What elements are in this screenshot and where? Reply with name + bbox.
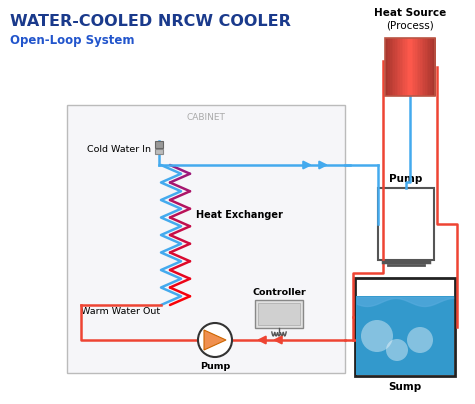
Bar <box>355 278 455 376</box>
Text: Heat Source: Heat Source <box>374 8 446 18</box>
Bar <box>389 38 390 96</box>
Text: Pump: Pump <box>200 362 230 371</box>
Text: Open-Loop System: Open-Loop System <box>10 34 134 47</box>
Circle shape <box>198 323 232 357</box>
Bar <box>405 38 407 96</box>
Bar <box>258 303 300 325</box>
Bar <box>427 38 429 96</box>
Bar <box>255 300 303 328</box>
Bar <box>402 38 404 96</box>
Bar <box>67 105 345 373</box>
Bar <box>393 38 396 96</box>
Bar <box>400 38 402 96</box>
Bar <box>430 38 432 96</box>
Bar <box>407 38 409 96</box>
Bar <box>392 38 394 96</box>
Text: CABINET: CABINET <box>187 113 226 122</box>
Bar <box>433 38 436 96</box>
Bar <box>420 38 422 96</box>
Bar <box>410 38 412 96</box>
Bar <box>397 38 399 96</box>
Bar <box>425 38 427 96</box>
Circle shape <box>386 339 408 361</box>
Bar <box>155 149 163 154</box>
Bar <box>378 188 434 260</box>
Bar <box>423 38 426 96</box>
Bar <box>412 38 414 96</box>
Text: Pump: Pump <box>390 174 423 184</box>
Bar <box>408 38 410 96</box>
Bar <box>385 38 435 96</box>
Bar <box>428 38 430 96</box>
Circle shape <box>407 327 433 353</box>
Bar <box>418 38 420 96</box>
Bar <box>395 38 397 96</box>
Text: Heat Exchanger: Heat Exchanger <box>196 210 283 220</box>
Bar <box>432 38 434 96</box>
Text: Sump: Sump <box>389 382 422 392</box>
Bar <box>387 38 389 96</box>
Bar <box>417 38 419 96</box>
Bar <box>403 38 406 96</box>
Bar <box>390 38 392 96</box>
Text: WATER-COOLED NRCW COOLER: WATER-COOLED NRCW COOLER <box>10 14 291 29</box>
Bar <box>422 38 424 96</box>
Bar <box>356 296 454 375</box>
Bar <box>155 141 163 148</box>
Bar <box>413 38 416 96</box>
Text: Cold Water In: Cold Water In <box>87 145 151 154</box>
Text: (Process): (Process) <box>386 20 434 30</box>
Text: Warm Water Out: Warm Water Out <box>81 307 160 316</box>
Bar <box>385 38 387 96</box>
Polygon shape <box>204 330 226 350</box>
Bar <box>399 38 400 96</box>
Bar <box>415 38 417 96</box>
Text: Controller: Controller <box>252 288 306 297</box>
Circle shape <box>361 320 393 352</box>
